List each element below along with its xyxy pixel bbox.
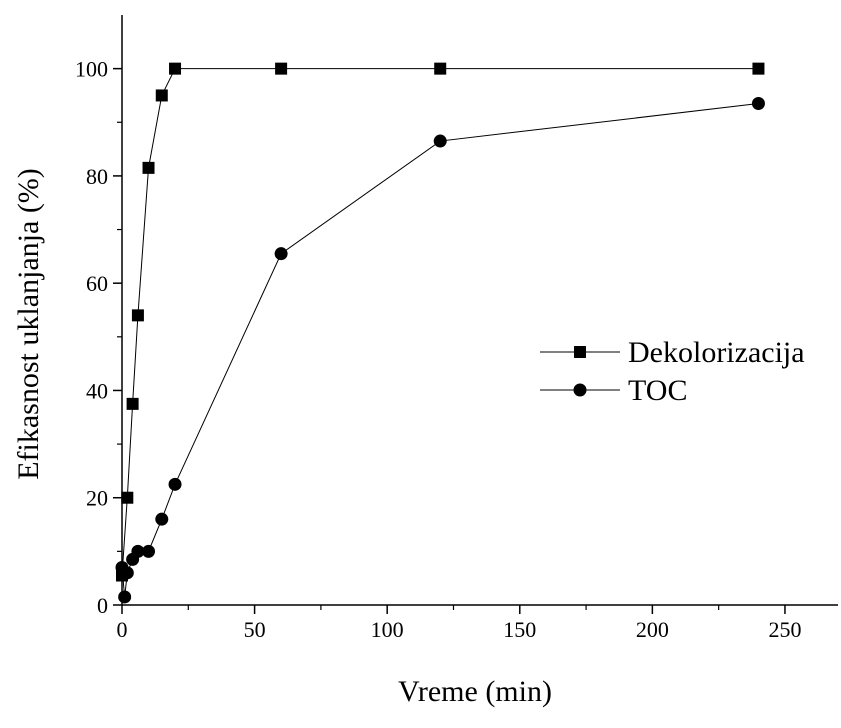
y-tick-label: 60: [86, 271, 108, 296]
x-tick-label: 0: [117, 617, 128, 642]
data-point: [155, 89, 168, 102]
legend-marker: [573, 383, 587, 397]
legend: Dekolorizacija TOC: [540, 336, 805, 407]
axes: [121, 15, 838, 606]
x-tick-label: 100: [371, 617, 404, 642]
data-point: [142, 544, 156, 558]
x-tick-label: 250: [768, 617, 801, 642]
data-point: [275, 62, 288, 75]
series-toc: [115, 97, 765, 604]
data-point: [433, 134, 447, 148]
data-point: [168, 477, 182, 491]
data-point: [131, 544, 145, 558]
y-axis-title: Efikasnost uklanjanja (%): [12, 168, 45, 480]
series: [115, 62, 765, 604]
data-point: [274, 247, 288, 261]
data-point: [126, 397, 139, 410]
data-point: [118, 590, 132, 604]
data-point: [169, 62, 182, 75]
y-tick-label: 100: [75, 57, 108, 82]
y-tick-label: 40: [86, 378, 108, 403]
x-tick-label: 150: [503, 617, 536, 642]
legend-label: TOC: [628, 374, 687, 407]
y-tick-label: 80: [86, 164, 108, 189]
data-point: [434, 62, 447, 75]
legend-entry: TOC: [540, 374, 687, 407]
data-point: [142, 161, 155, 174]
data-point: [121, 491, 134, 504]
data-point: [155, 512, 169, 526]
y-tick-label: 20: [86, 486, 108, 511]
legend-entry: Dekolorizacija: [540, 336, 805, 369]
ticks: 0 50 100 150 200 250 0 20 40 60 80 100: [75, 57, 801, 642]
data-point: [131, 309, 144, 322]
x-axis-title: Vreme (min): [398, 675, 552, 708]
data-point: [120, 566, 134, 580]
x-tick-label: 200: [636, 617, 669, 642]
x-tick-label: 50: [244, 617, 266, 642]
y-tick-label: 0: [97, 593, 108, 618]
legend-marker: [574, 346, 586, 358]
data-point: [751, 97, 765, 110]
series-line: [121, 68, 759, 576]
legend-label: Dekolorizacija: [628, 336, 805, 369]
data-point: [752, 62, 765, 75]
